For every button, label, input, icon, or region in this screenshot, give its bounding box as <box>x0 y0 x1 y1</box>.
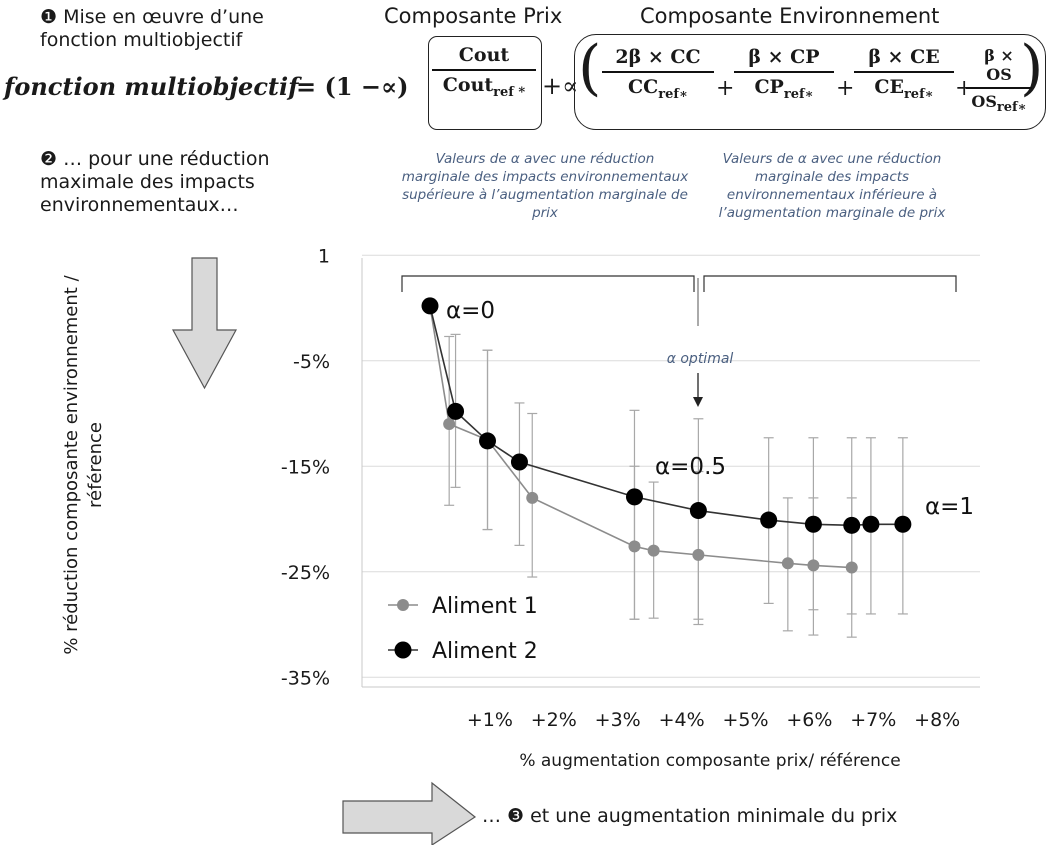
x-axis-label: % augmentation composante prix/ référenc… <box>519 751 900 771</box>
marker-s1-1 <box>447 402 465 420</box>
step2-text: ❷ … pour une réduction maximale des impa… <box>40 148 270 216</box>
y-tick-label-0: 1 <box>318 245 330 267</box>
x-tick-label-6: +7% <box>850 709 896 731</box>
plus-2: + <box>836 76 855 101</box>
x-tick-label-2: +3% <box>595 709 641 731</box>
x-tick-label-5: +6% <box>786 709 832 731</box>
bracket-right <box>703 275 957 292</box>
plus-3: + <box>955 76 974 101</box>
y-tick-label-1: -5% <box>293 351 330 373</box>
marker-s0-4 <box>628 540 641 553</box>
alpha-optimal-label: α optimal <box>667 351 734 367</box>
x-tick-label-4: +5% <box>722 709 768 731</box>
x-tick-label-3: +4% <box>659 709 705 731</box>
price-denominator: Coutref * <box>442 74 526 100</box>
formula-lhs: fonction multiobjectif <box>4 72 299 101</box>
optimal-arrow-head <box>693 397 703 407</box>
env-term-cp: β × CP CPref∗ <box>734 46 834 102</box>
x-tick-label-0: +1% <box>467 709 513 731</box>
marker-s0-5 <box>647 544 660 557</box>
y-tick-label-2: -15% <box>281 456 330 478</box>
marker-s1-2 <box>479 432 497 450</box>
legend-marker-1 <box>394 641 412 659</box>
price-fraction: Cout Coutref * <box>432 44 536 100</box>
alpha1-label: α=1 <box>925 494 974 520</box>
marker-s1-7 <box>804 515 822 533</box>
marker-s0-7 <box>781 557 794 570</box>
marker-s0-1 <box>443 418 456 431</box>
price-component-box <box>428 36 542 130</box>
marker-s1-0 <box>421 297 439 315</box>
env-open-paren: ( <box>578 33 602 103</box>
marker-s0-3 <box>526 491 539 504</box>
step1-text: ❶ Mise en œuvre d’une fonction multiobje… <box>40 6 264 51</box>
y-tick-label-3: -25% <box>281 562 330 584</box>
marker-s1-5 <box>689 502 707 520</box>
note-left: Valeurs de α avec une réduction marginal… <box>401 151 689 221</box>
series-line-0 <box>429 305 852 569</box>
marker-s1-8 <box>843 516 861 534</box>
env-term-cc: 2β × CC CCref∗ <box>602 46 714 102</box>
down-arrow-shape <box>171 257 238 390</box>
right-arrow-shape <box>342 781 477 845</box>
marker-s1-9 <box>862 515 880 533</box>
marker-s0-9 <box>845 561 858 574</box>
formula-eq: = (1 −∝) <box>296 72 409 101</box>
legend-label-0: Aliment 1 <box>432 594 538 619</box>
marker-s1-3 <box>510 453 528 471</box>
legend-label-1: Aliment 2 <box>432 639 538 664</box>
bracket-left <box>401 275 695 292</box>
env-term-os: β × OS OSref∗ <box>966 46 1032 115</box>
component-env-label: Composante Environnement <box>640 4 940 28</box>
marker-s0-6 <box>692 548 705 561</box>
marker-s1-6 <box>760 511 778 529</box>
note-right: Valeurs de α avec une réduction marginal… <box>718 151 946 221</box>
marker-s1-4 <box>625 488 643 506</box>
component-price-label: Composante Prix <box>384 4 563 28</box>
env-close-paren: ) <box>1020 33 1044 103</box>
legend-marker-0 <box>397 599 409 611</box>
series-line-1 <box>429 305 903 527</box>
x-tick-label-7: +8% <box>914 709 960 731</box>
alpha05-label: α=0.5 <box>655 454 726 480</box>
formula-plus-alpha: +∝ <box>542 72 579 100</box>
price-numerator: Cout <box>432 44 536 71</box>
x-tick-label-1: +2% <box>531 709 577 731</box>
marker-s1-10 <box>894 515 912 533</box>
step3-text: … ❸ et une augmentation minimale du prix <box>482 805 898 827</box>
plus-1: + <box>716 76 735 101</box>
y-tick-label-4: -35% <box>281 667 330 689</box>
alpha0-label: α=0 <box>446 298 495 324</box>
marker-s0-8 <box>807 559 820 572</box>
env-component-box <box>574 34 1046 130</box>
env-term-ce: β × CE CEref∗ <box>854 46 954 102</box>
